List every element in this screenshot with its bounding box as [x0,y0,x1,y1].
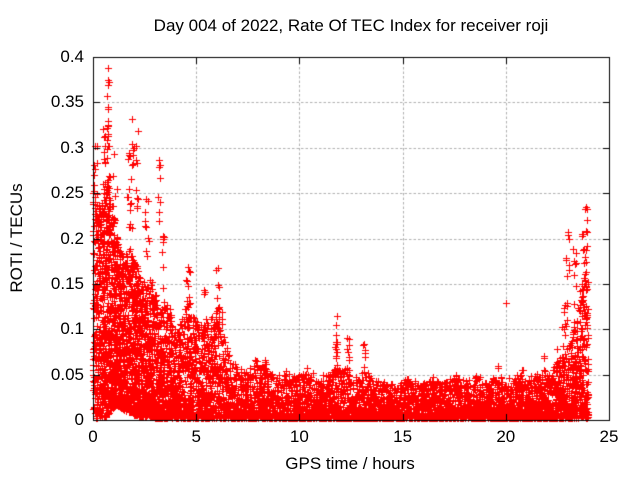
y-tick-label: 0.2 [60,228,84,248]
y-tick-label: 0.4 [60,47,84,66]
y-tick-label: 0.3 [60,137,84,157]
y-tick-label: 0.35 [50,92,84,112]
x-tick-label: 25 [599,427,619,446]
x-tick-label: 0 [88,427,98,446]
y-tick-label: 0 [74,410,84,429]
y-tick-label: 0.05 [50,364,84,384]
chart-title: Day 004 of 2022, Rate Of TEC Index for r… [153,16,549,35]
x-axis-label: GPS time / hours [285,454,415,473]
y-tick-label: 0.1 [60,319,84,339]
x-tick-label: 5 [191,427,201,446]
y-tick-label: 0.15 [50,273,84,293]
x-tick-label: 15 [393,427,413,446]
x-tick-label: 20 [496,427,516,446]
x-tick-label: 10 [289,427,309,446]
y-tick-label: 0.25 [50,183,84,203]
